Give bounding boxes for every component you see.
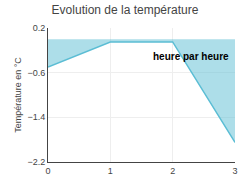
svg-text:−0.6: −0.6	[27, 68, 45, 78]
svg-text:−2.2: −2.2	[27, 157, 45, 167]
svg-text:Température en °C: Température en °C	[13, 57, 23, 133]
svg-text:Evolution de la température: Evolution de la température	[52, 3, 199, 17]
svg-text:0.2: 0.2	[33, 23, 46, 33]
svg-text:3: 3	[232, 166, 237, 176]
svg-text:2: 2	[170, 166, 175, 176]
svg-text:−1.4: −1.4	[27, 112, 45, 122]
svg-text:heure par heure: heure par heure	[153, 51, 229, 62]
svg-text:1: 1	[108, 166, 113, 176]
svg-text:0: 0	[45, 166, 50, 176]
